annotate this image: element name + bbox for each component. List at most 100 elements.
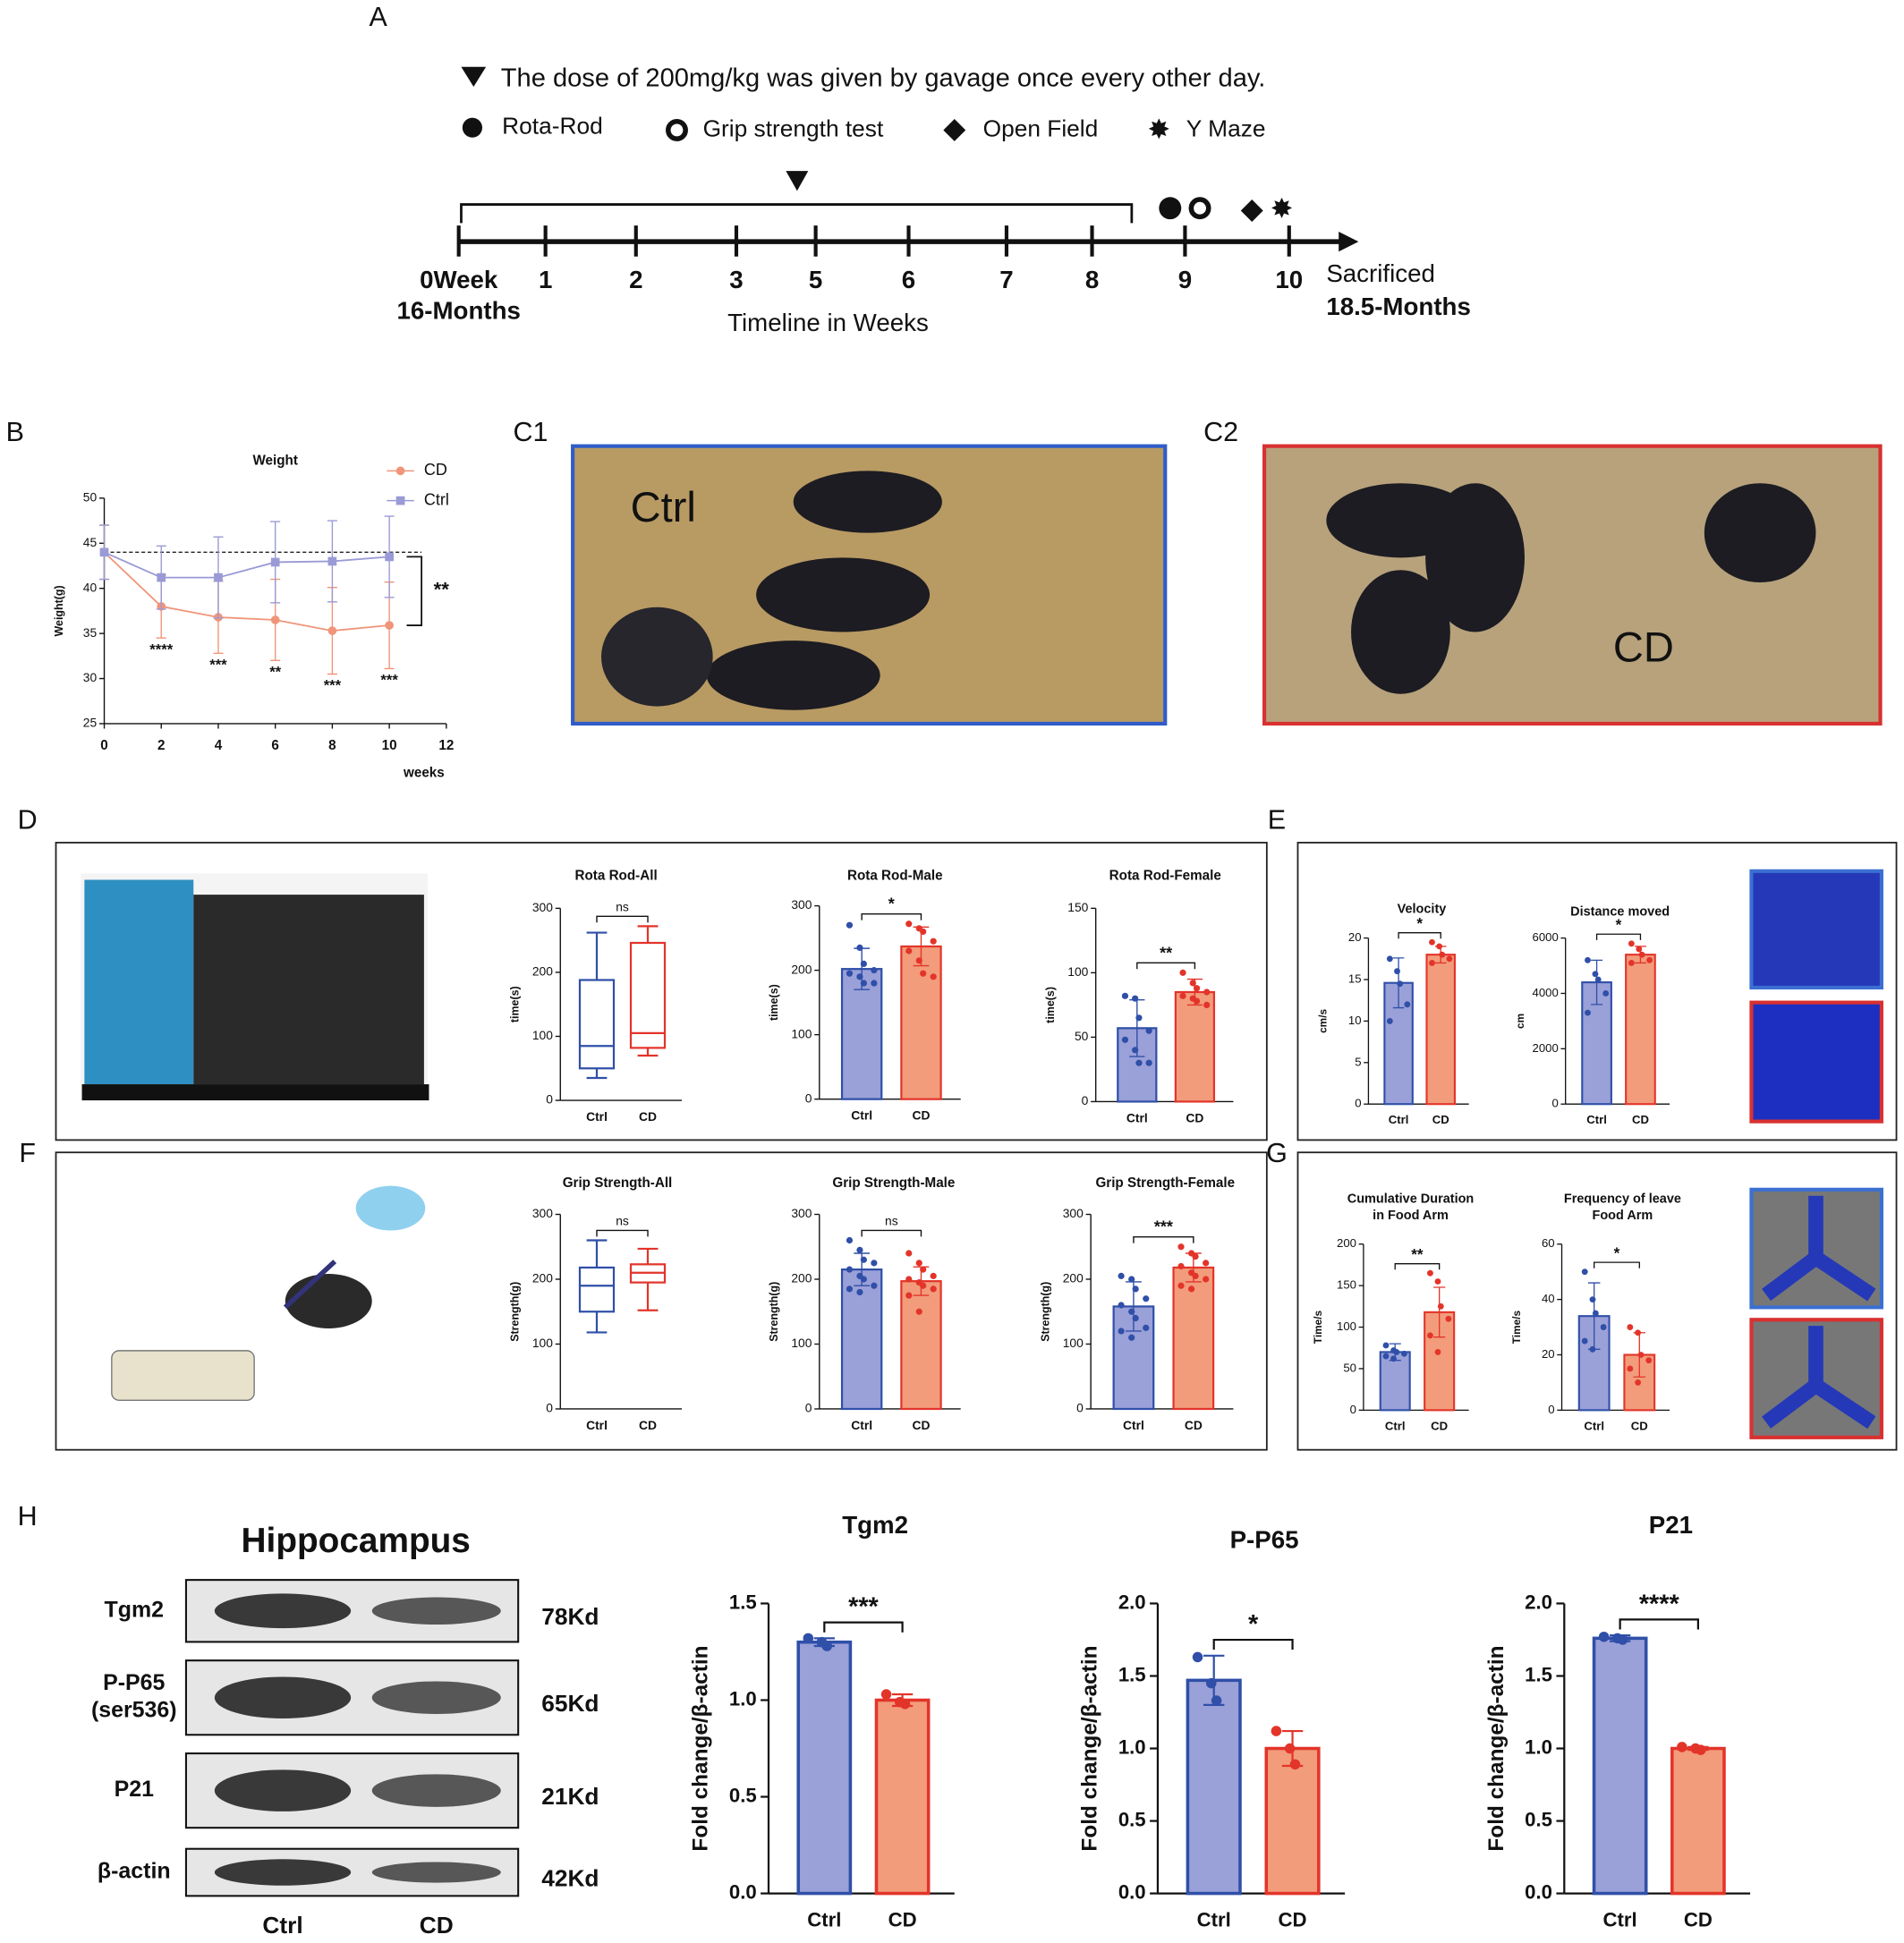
arrow <box>283 1260 337 1310</box>
data-point <box>1289 1759 1301 1770</box>
icon <box>943 118 966 141</box>
significance-bracket <box>1398 932 1441 939</box>
significance: ns <box>616 1213 629 1227</box>
data-point <box>1135 1059 1143 1066</box>
data-point <box>1696 1744 1706 1755</box>
significance: * <box>1248 1610 1259 1639</box>
y-tick-label: 100 <box>1063 1336 1084 1350</box>
x-tick-label: 12 <box>438 738 454 753</box>
x-tick-label: Ctrl <box>1126 1110 1148 1124</box>
data-point <box>846 1285 854 1293</box>
panel-label: E <box>1268 804 1286 835</box>
y-tick-label: 10 <box>1348 1014 1362 1027</box>
data-point <box>1143 1295 1150 1302</box>
y-tick-label: 2.0 <box>1118 1591 1146 1613</box>
bar <box>796 1640 853 1896</box>
data-point <box>915 1308 922 1315</box>
data-point <box>1628 940 1635 947</box>
chart-title: in Food Arm <box>1373 1209 1449 1223</box>
legend-label: CD <box>424 461 447 479</box>
frame-f <box>55 1151 1268 1451</box>
x-tick-label: Ctrl <box>1586 1113 1607 1126</box>
significance-bracket <box>406 556 423 626</box>
point <box>385 552 394 562</box>
point <box>327 556 337 566</box>
chart-title: Velocity <box>1398 903 1447 917</box>
data-point <box>1132 1285 1139 1293</box>
x-tick-label: Ctrl <box>851 1418 872 1432</box>
data-point <box>1192 1253 1199 1260</box>
timeline-tick-label: 1 <box>539 266 552 293</box>
data-point <box>915 957 922 964</box>
glove <box>355 1185 426 1231</box>
data-point <box>1192 1272 1199 1279</box>
rotarod-device <box>193 895 424 1085</box>
timeline-tick-label: 8 <box>1085 266 1099 293</box>
blot-band <box>371 1597 501 1625</box>
data-point <box>860 1276 867 1283</box>
data-point <box>1436 943 1443 950</box>
y-tick-label: 50 <box>1075 1029 1089 1043</box>
data-point <box>1617 1634 1628 1645</box>
rotarod-device <box>84 879 194 1085</box>
panel-label: C1 <box>514 417 548 447</box>
data-point <box>1145 1059 1152 1066</box>
x-tick-label: 8 <box>328 738 336 753</box>
data-point <box>1401 1350 1407 1357</box>
y-axis-label: Weight(g) <box>53 585 65 636</box>
y-tick-label: 0 <box>546 1401 553 1415</box>
significance-bracket <box>1212 1638 1294 1650</box>
y-axis-label: cm/s <box>1317 1009 1330 1033</box>
y-axis-label: Time/s <box>1510 1311 1523 1345</box>
bar <box>1379 1351 1411 1412</box>
y-axis-label: time(s) <box>509 986 522 1022</box>
data-point <box>1118 1272 1125 1279</box>
bar <box>1581 981 1612 1106</box>
dose-bracket <box>460 203 1134 224</box>
y-tick-label: 0 <box>1076 1401 1084 1415</box>
chart-title: Tgm2 <box>842 1511 908 1539</box>
photo-label: Ctrl <box>631 483 696 530</box>
timeline-title: Timeline in Weeks <box>727 309 929 336</box>
data-point <box>1592 1310 1599 1317</box>
chart-title: Weight <box>252 453 297 468</box>
triangle-icon <box>786 171 809 191</box>
data-point <box>1118 1328 1125 1335</box>
y-tick-label: 150 <box>1067 900 1088 914</box>
y-tick-label: 0 <box>1548 1403 1554 1416</box>
bar <box>900 1280 942 1411</box>
blot-row-label: P-P65 <box>103 1670 165 1695</box>
bar <box>1264 1746 1321 1896</box>
x-tick-label: 10 <box>382 738 397 753</box>
chart-title: Distance moved <box>1570 904 1670 919</box>
x-tick-label: Ctrl <box>1385 1419 1406 1432</box>
data-point <box>1637 1352 1645 1358</box>
y-tick-label: 2.0 <box>1525 1591 1552 1613</box>
illustrations <box>81 869 1883 1439</box>
bar <box>1592 1636 1648 1896</box>
point <box>270 615 280 624</box>
blot-band <box>214 1769 352 1811</box>
data-point <box>1386 1017 1393 1024</box>
data-point <box>1177 1282 1185 1289</box>
data-point <box>920 928 927 935</box>
data-point <box>1203 1276 1210 1283</box>
data-point <box>1203 1001 1211 1009</box>
bar <box>1112 1305 1155 1411</box>
data-point <box>1638 951 1645 958</box>
significance-bracket <box>1136 962 1196 970</box>
x-tick-label: CD <box>639 1418 657 1432</box>
y-tick-label: 50 <box>1343 1361 1356 1374</box>
y-tick-label: 0 <box>546 1092 553 1107</box>
data-point <box>1439 951 1446 958</box>
blot-band <box>214 1676 352 1719</box>
y-tick-label: 60 <box>1542 1236 1555 1250</box>
x-tick-label: CD <box>1279 1908 1307 1930</box>
chart-title: Rota Rod-Male <box>847 868 943 883</box>
y-tick-label: 2000 <box>1533 1041 1559 1055</box>
data-point <box>1271 1726 1282 1736</box>
photo-cd <box>1262 444 1883 726</box>
data-point <box>1179 969 1186 976</box>
icon <box>1240 199 1263 222</box>
